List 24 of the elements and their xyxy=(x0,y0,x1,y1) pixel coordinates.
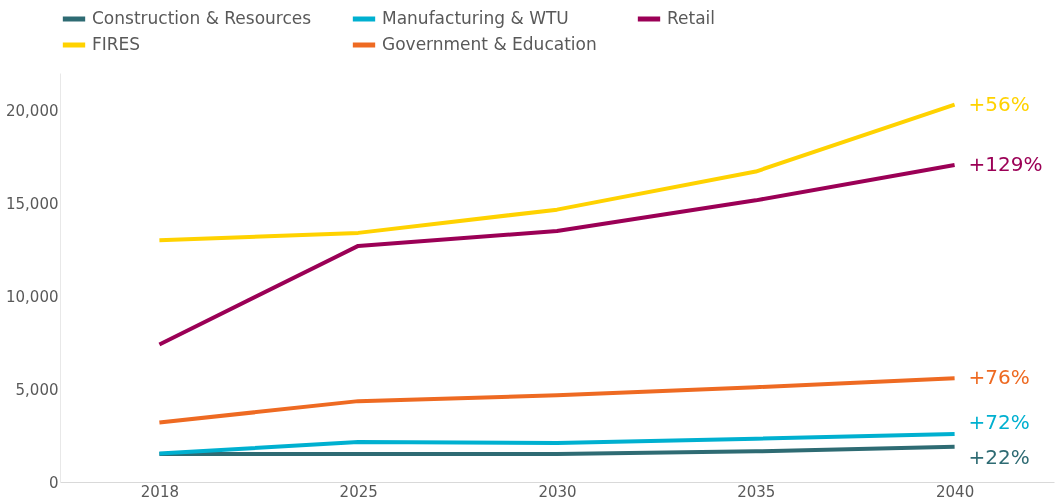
legend-label: Manufacturing & WTU xyxy=(382,8,569,28)
y-tick-label: 20,000 xyxy=(6,101,59,120)
y-tick-label: 5,000 xyxy=(15,380,59,399)
line-series xyxy=(157,432,957,456)
x-tick-label: 2035 xyxy=(737,482,776,501)
line-series xyxy=(157,163,957,347)
line-series xyxy=(157,376,957,425)
x-tick-label: 2030 xyxy=(538,482,577,501)
y-tick-label: 0 xyxy=(48,473,59,492)
annotation: +22% xyxy=(968,444,1030,469)
annotation: +129% xyxy=(968,152,1043,177)
y-tick-label: 15,000 xyxy=(6,194,59,213)
legend-label: Retail xyxy=(667,8,716,28)
x-tick-label: 2040 xyxy=(936,482,975,501)
y-tick-label: 10,000 xyxy=(6,287,59,306)
legend-label: Government & Education xyxy=(382,34,597,54)
x-tick-label: 2025 xyxy=(339,482,378,501)
annotation: +72% xyxy=(968,410,1030,435)
line-series xyxy=(157,102,957,243)
legend-label: FIRES xyxy=(92,34,141,54)
legend-label: Construction & Resources xyxy=(92,8,312,28)
x-tick-label: 2018 xyxy=(140,482,179,501)
annotation: +76% xyxy=(968,365,1030,390)
annotation: +56% xyxy=(968,91,1030,116)
